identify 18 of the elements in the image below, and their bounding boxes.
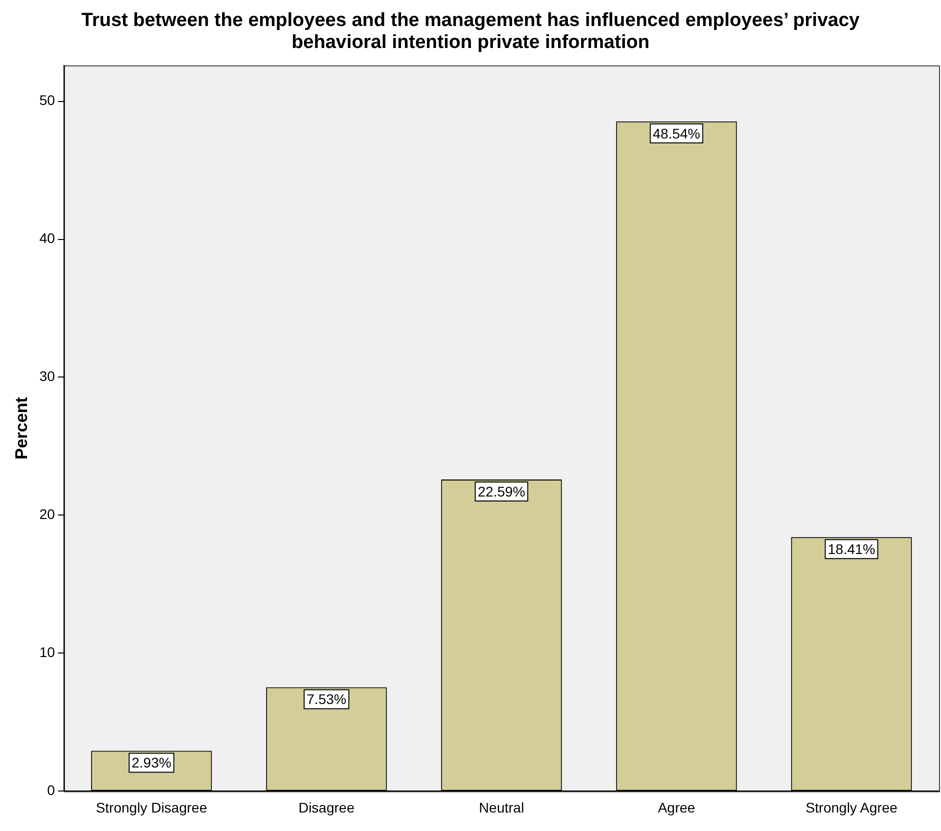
y-tick-label: 40 [39,230,56,246]
chart-title: Trust between the employees and the management has influenced employees’ privacy behavioral intention private information [80,10,861,54]
y-tick-label: 10 [39,644,56,660]
y-tick-label: 0 [47,782,56,798]
x-tick-label: Agree [658,799,696,816]
y-tick-label: 50 [39,92,56,108]
data-label: 22.59% [478,483,526,500]
x-tick-label: Strongly Disagree [96,799,208,816]
data-label: 7.53% [306,691,346,708]
y-tick-label: 20 [39,506,56,522]
data-label: 18.41% [828,541,876,558]
x-tick-label: Neutral [478,799,524,816]
data-label: 2.93% [132,754,172,771]
y-axis-title: Percent [12,396,31,460]
x-tick-label: Strongly Agree [806,799,898,816]
x-tick-label: Disagree [298,799,355,816]
data-label: 48.54% [652,125,700,142]
y-tick-label: 30 [39,368,56,384]
